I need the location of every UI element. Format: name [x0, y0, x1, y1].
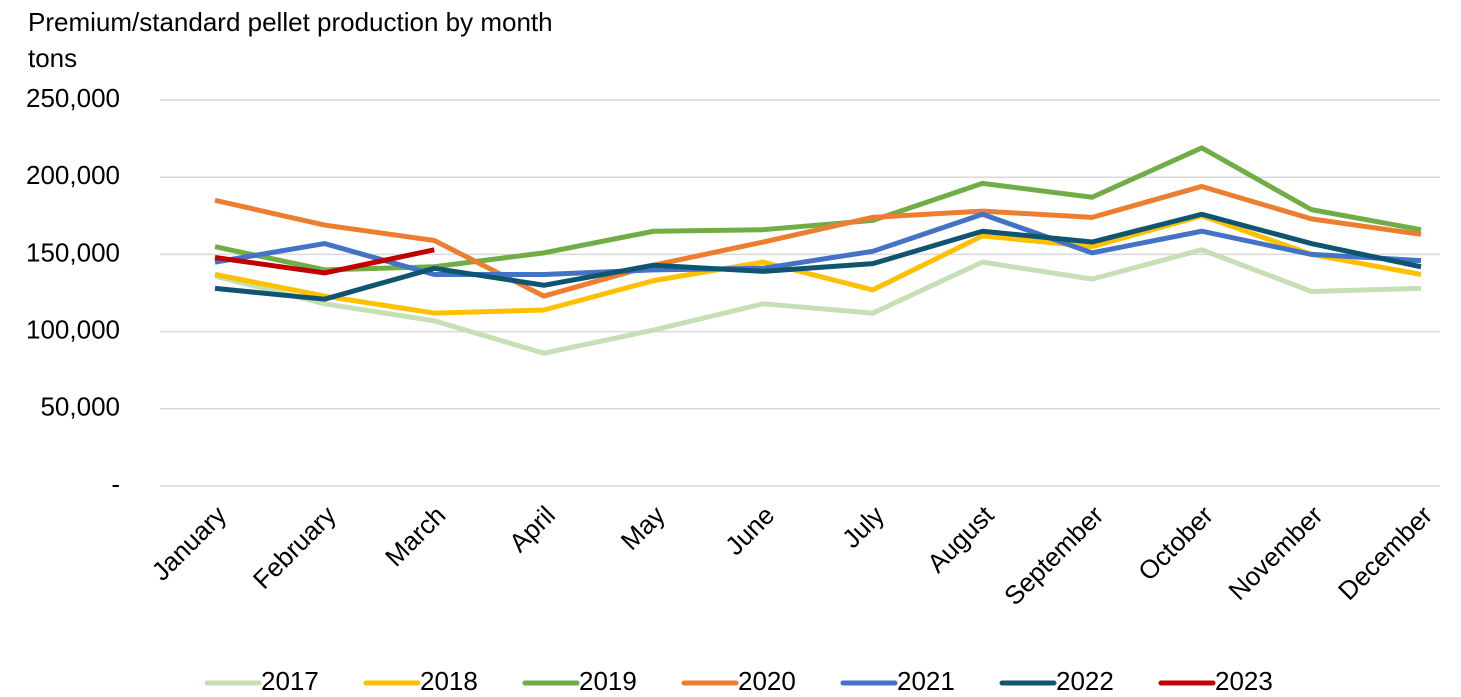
y-tick-label: -	[111, 469, 120, 499]
series-line	[214, 145, 1422, 273]
x-tick-label: July	[836, 500, 890, 554]
series-line	[214, 247, 1422, 356]
series-line	[214, 183, 1422, 299]
legend-label: 2020	[738, 666, 796, 696]
x-tick-label: August	[921, 499, 1000, 578]
series-line	[214, 247, 435, 276]
x-tick-label: March	[379, 500, 451, 572]
legend-label: 2023	[1215, 666, 1273, 696]
x-tick-label: May	[615, 500, 671, 556]
legend-label: 2019	[579, 666, 637, 696]
x-tick-label: January	[145, 500, 232, 587]
series-line	[214, 211, 1422, 277]
y-tick-label: 100,000	[26, 314, 120, 344]
x-tick-label: April	[503, 500, 561, 558]
series-line	[214, 213, 1422, 316]
legend-label: 2018	[420, 666, 478, 696]
chart-title: Premium/standard pellet production by mo…	[28, 7, 553, 37]
x-tick-label: December	[1332, 500, 1438, 606]
x-tick-label: June	[719, 500, 780, 561]
x-tick-label: February	[247, 500, 342, 595]
x-tick-label: October	[1132, 500, 1219, 587]
y-tick-label: 150,000	[26, 237, 120, 267]
y-tick-label: 200,000	[26, 160, 120, 190]
y-axis-label: tons	[28, 43, 77, 73]
x-tick-label: September	[998, 500, 1109, 611]
legend-label: 2017	[261, 666, 319, 696]
x-tick-label: November	[1222, 500, 1328, 606]
y-tick-label: 50,000	[40, 392, 120, 422]
series-line	[214, 211, 1422, 302]
y-tick-label: 250,000	[26, 83, 120, 113]
legend-label: 2021	[897, 666, 955, 696]
legend-label: 2022	[1056, 666, 1114, 696]
